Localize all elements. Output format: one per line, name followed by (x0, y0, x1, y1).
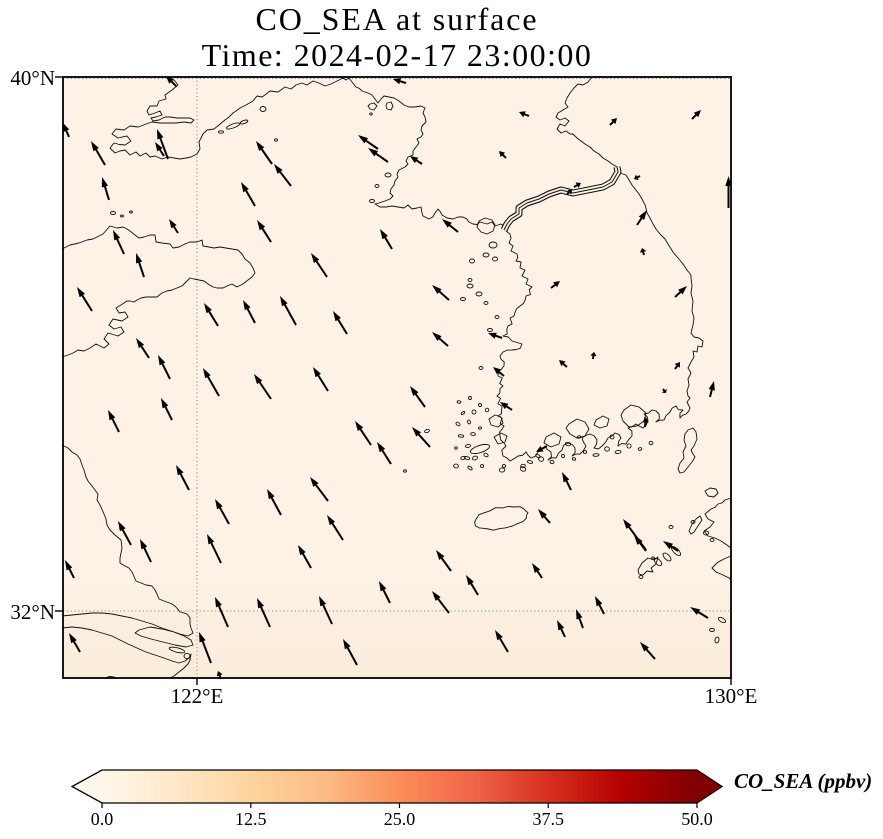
svg-text:50.0: 50.0 (681, 809, 713, 829)
svg-text:Time: 2024-02-17 23:00:00: Time: 2024-02-17 23:00:00 (202, 37, 593, 73)
svg-text:CO_SEA (ppbv): CO_SEA (ppbv) (734, 769, 872, 793)
svg-text:122°E: 122°E (171, 684, 224, 708)
svg-text:CO_SEA at surface: CO_SEA at surface (256, 1, 539, 37)
svg-text:25.0: 25.0 (384, 809, 416, 829)
svg-text:130°E: 130°E (705, 684, 758, 708)
svg-text:37.5: 37.5 (532, 809, 564, 829)
svg-text:12.5: 12.5 (235, 809, 267, 829)
svg-text:32°N: 32°N (10, 600, 55, 624)
svg-text:40°N: 40°N (10, 66, 55, 90)
svg-text:0.0: 0.0 (91, 809, 114, 829)
